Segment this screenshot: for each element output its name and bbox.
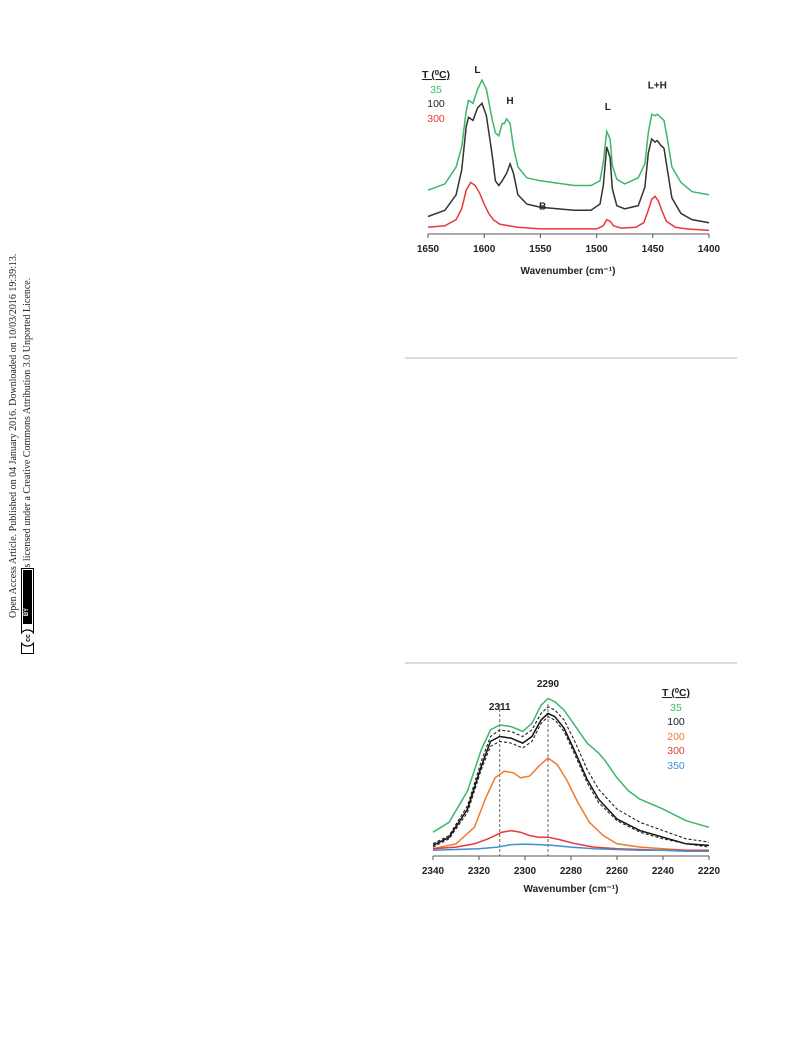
chart2-x-tick-label-2340: 2340: [422, 866, 445, 877]
chart1-series-layer: [427, 78, 710, 232]
chart1-x-axis-label: Wavenumber (cm⁻¹): [521, 266, 616, 277]
chart2-peak-labels: 2311 2290: [489, 679, 560, 713]
chart2-legend-entry-200: 200: [667, 731, 685, 743]
chart2-x-tick-label-2280: 2280: [560, 866, 583, 877]
chart2-x-tick-label-2260: 2260: [606, 866, 629, 877]
chart1-series-2-300: [427, 181, 710, 232]
chart2-legend-entry-300: 300: [667, 745, 685, 757]
chart2-ticks: [432, 856, 710, 860]
chart2-series-1-dashed: [432, 706, 710, 845]
chart1-peak-labels: L H B L L+H: [474, 65, 666, 212]
chart1-x-tick-label-1450: 1450: [642, 244, 665, 255]
chart2-series-3-dashed: [432, 716, 710, 848]
cc-by-license-badge[interactable]: cc BY: [21, 568, 34, 654]
article-notice-sidebar: Open Access Article. Published on 04 Jan…: [0, 0, 50, 1039]
chart2-series-0-35: [432, 697, 710, 833]
chart1-annotation-2: B: [539, 201, 546, 212]
chart2-series-6-350: [432, 843, 709, 852]
chart1-series-0-35: [427, 78, 710, 196]
chart1-tick-labels: 1650 1600 1550 1500 1450 1400: [417, 244, 721, 255]
chart2-tick-labels: 2340 2320 2300 2280 2260 2240 2220: [422, 866, 721, 877]
chart1-x-tick-label-1500: 1500: [585, 244, 608, 255]
chart2-x-tick-label-2320: 2320: [468, 866, 491, 877]
chart1-x-tick-label-1600: 1600: [473, 244, 496, 255]
chart2-legend: T (⁰C) 35 100 200 300 350: [662, 687, 690, 772]
chart1-legend-entry-35: 35: [430, 84, 442, 96]
chart1-annotation-0: L: [474, 65, 480, 76]
chart2-legend-entry-350: 350: [667, 760, 685, 772]
chart2-x-tick-label-2220: 2220: [698, 866, 721, 877]
cc-mark: cc: [25, 634, 32, 642]
chart2-x-tick-label-2240: 2240: [652, 866, 675, 877]
chart2-x-axis-label: Wavenumber (cm⁻¹): [524, 884, 619, 895]
chart2-reference-lines: [499, 704, 549, 856]
by-mark: BY: [24, 608, 30, 616]
section-divider-bottom: [405, 662, 737, 664]
chart2-annotation-1: 2290: [537, 679, 560, 690]
chart1-x-tick-label-1650: 1650: [417, 244, 440, 255]
chart1-annotation-3: L: [605, 102, 611, 113]
chart2-annotation-0: 2311: [489, 702, 511, 713]
chart1-legend-entry-300: 300: [427, 113, 445, 125]
chart1-x-tick-label-1550: 1550: [529, 244, 552, 255]
ir-spectrum-chart-1: 1650 1600 1550 1500 1450 1400 Wavenumber (cm⁻…: [417, 65, 721, 277]
chart1-annotation-1: H: [506, 96, 513, 107]
ir-spectrum-chart-2: 2340 2320 2300 2280 2260 2240 2220 Wavenumber …: [422, 679, 721, 895]
chart1-x-tick-label-1400: 1400: [698, 244, 721, 255]
section-divider-top: [405, 357, 737, 359]
chart1-legend-title: T (⁰C): [422, 69, 450, 81]
license-notice: This article is licensed under a Creativ…: [22, 277, 33, 618]
chart2-series-4-200: [432, 757, 709, 852]
chart1-ticks: [427, 234, 710, 238]
chart1-series-1-100: [427, 101, 710, 224]
open-access-notice: Open Access Article. Published on 04 Jan…: [8, 253, 19, 618]
chart2-legend-title: T (⁰C): [662, 687, 690, 699]
cc-circle-icon: [21, 629, 34, 647]
chart2-series-layer: [432, 697, 710, 852]
chart2-x-tick-label-2300: 2300: [514, 866, 537, 877]
chart2-legend-entry-100: 100: [667, 716, 685, 728]
chart2-series-2-100: [432, 712, 710, 847]
chart1-legend: T (⁰C) 35 100 300: [422, 69, 450, 125]
chart2-legend-entry-35: 35: [670, 702, 682, 714]
chart1-legend-entry-100: 100: [427, 98, 445, 110]
chart1-annotation-4: L+H: [648, 81, 667, 92]
